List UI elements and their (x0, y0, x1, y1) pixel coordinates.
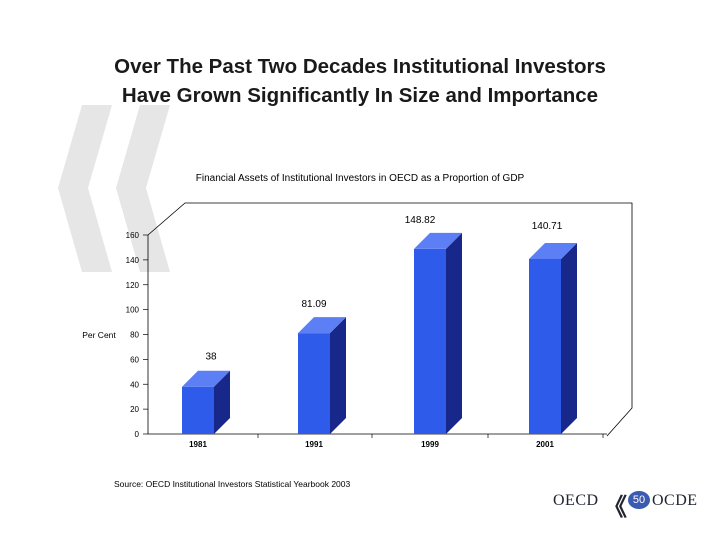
data-label: 148.82 (405, 215, 436, 226)
bar-2001 (529, 258, 561, 434)
y-tick-label: 20 (130, 405, 139, 414)
data-label: 140.71 (532, 221, 563, 232)
bar-1981 (182, 386, 214, 434)
y-axis-ticks: 0 20 40 60 80 100 120 140 160 (126, 231, 148, 439)
bar-side-1991 (330, 317, 346, 434)
oecd-logo-icon: 《 (603, 492, 627, 521)
slide-title-line-1: Over The Past Two Decades Institutional … (114, 55, 606, 78)
slide-title: Over The Past Two Decades Institutional … (30, 52, 690, 110)
bar-1999 (414, 248, 446, 434)
y-tick-label: 160 (126, 231, 140, 240)
x-tick-label: 1999 (421, 440, 439, 449)
bar-side-1981 (214, 370, 230, 434)
y-tick-label: 100 (126, 306, 140, 315)
ocde-logo-text: OCDE (652, 492, 698, 509)
bars-group (182, 232, 577, 434)
page-number: 50 (628, 491, 650, 509)
chart-title: Financial Assets of Institutional Invest… (196, 173, 525, 184)
x-tick-label: 1991 (305, 440, 323, 449)
y-tick-label: 80 (130, 331, 139, 340)
bar-side-2001 (561, 242, 577, 434)
data-labels: 38 81.09 148.82 140.71 (205, 215, 562, 363)
y-tick-label: 0 (135, 430, 140, 439)
data-label: 38 (205, 352, 217, 363)
x-tick-label: 2001 (536, 440, 554, 449)
bar-1991 (298, 333, 330, 434)
data-label: 81.09 (301, 299, 326, 310)
oecd-logo-text: OECD (553, 492, 599, 509)
bar-top-2001 (529, 242, 577, 259)
x-tick-label: 1981 (189, 440, 207, 449)
bar-top-1991 (298, 317, 346, 334)
y-axis-label: Per Cent (82, 330, 116, 340)
watermark-chevron-icon (58, 105, 170, 272)
slide-title-line-2: Have Grown Significantly In Size and Imp… (121, 84, 599, 107)
bar-top-1999 (414, 232, 462, 249)
y-tick-label: 60 (130, 355, 139, 364)
bar-top-1981 (182, 370, 230, 387)
y-tick-label: 40 (130, 380, 139, 389)
bar-side-1999 (446, 232, 462, 434)
x-axis-labels: 1981 1991 1999 2001 (189, 434, 604, 449)
source-note: Source: OECD Institutional Investors Sta… (114, 479, 351, 489)
y-tick-label: 120 (126, 281, 140, 290)
y-tick-label: 140 (126, 256, 140, 265)
